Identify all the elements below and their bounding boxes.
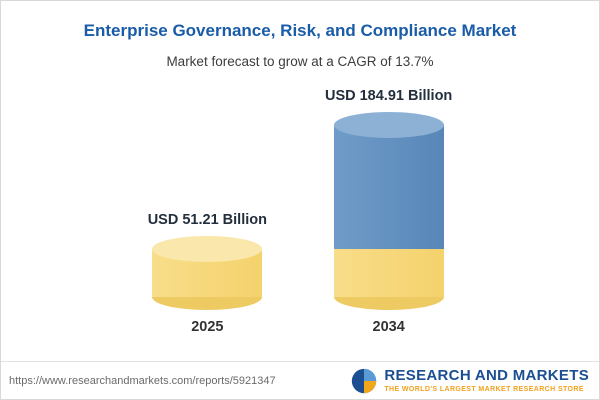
research-and-markets-logo: RESEARCH AND MARKETS THE WORLD'S LARGEST… xyxy=(351,368,589,394)
cylinder-bar-2034 xyxy=(333,112,444,310)
bar-group-2034: USD 184.91 Billion 2034 xyxy=(325,88,452,335)
bar-group-2025: USD 51.21 Billion 2025 xyxy=(148,212,267,335)
logo-tagline: THE WORLD'S LARGEST MARKET RESEARCH STOR… xyxy=(384,386,584,393)
source-url: https://www.researchandmarkets.com/repor… xyxy=(9,374,276,387)
bar-value-label-2025: USD 51.21 Billion xyxy=(147,212,267,229)
footer-bar: https://www.researchandmarkets.com/repor… xyxy=(1,361,599,399)
axis-label-2025: 2025 xyxy=(191,319,224,335)
chart-area: Enterprise Governance, Risk, and Complia… xyxy=(1,1,599,361)
logo-name: RESEARCH AND MARKETS xyxy=(384,367,589,384)
cylinder-top-ellipse xyxy=(333,112,444,139)
cylinder-body-2034-blue xyxy=(333,125,444,250)
cylinder-bar-2025 xyxy=(152,236,263,310)
axis-label-2034: 2034 xyxy=(372,319,405,335)
logo-text-block: RESEARCH AND MARKETS THE WORLD'S LARGEST… xyxy=(384,367,589,394)
cylinder-body-2034-base-segment xyxy=(333,249,444,297)
cylinder-top-ellipse xyxy=(152,236,263,263)
chart-plot-area: USD 51.21 Billion 2025 USD 184.91 Billio… xyxy=(1,81,599,361)
bar-value-label-2034: USD 184.91 Billion xyxy=(324,88,453,105)
logo-globe-icon xyxy=(352,368,377,393)
page-title: Enterprise Governance, Risk, and Complia… xyxy=(83,21,517,40)
chart-subtitle: Market forecast to grow at a CAGR of 13.… xyxy=(166,54,434,69)
